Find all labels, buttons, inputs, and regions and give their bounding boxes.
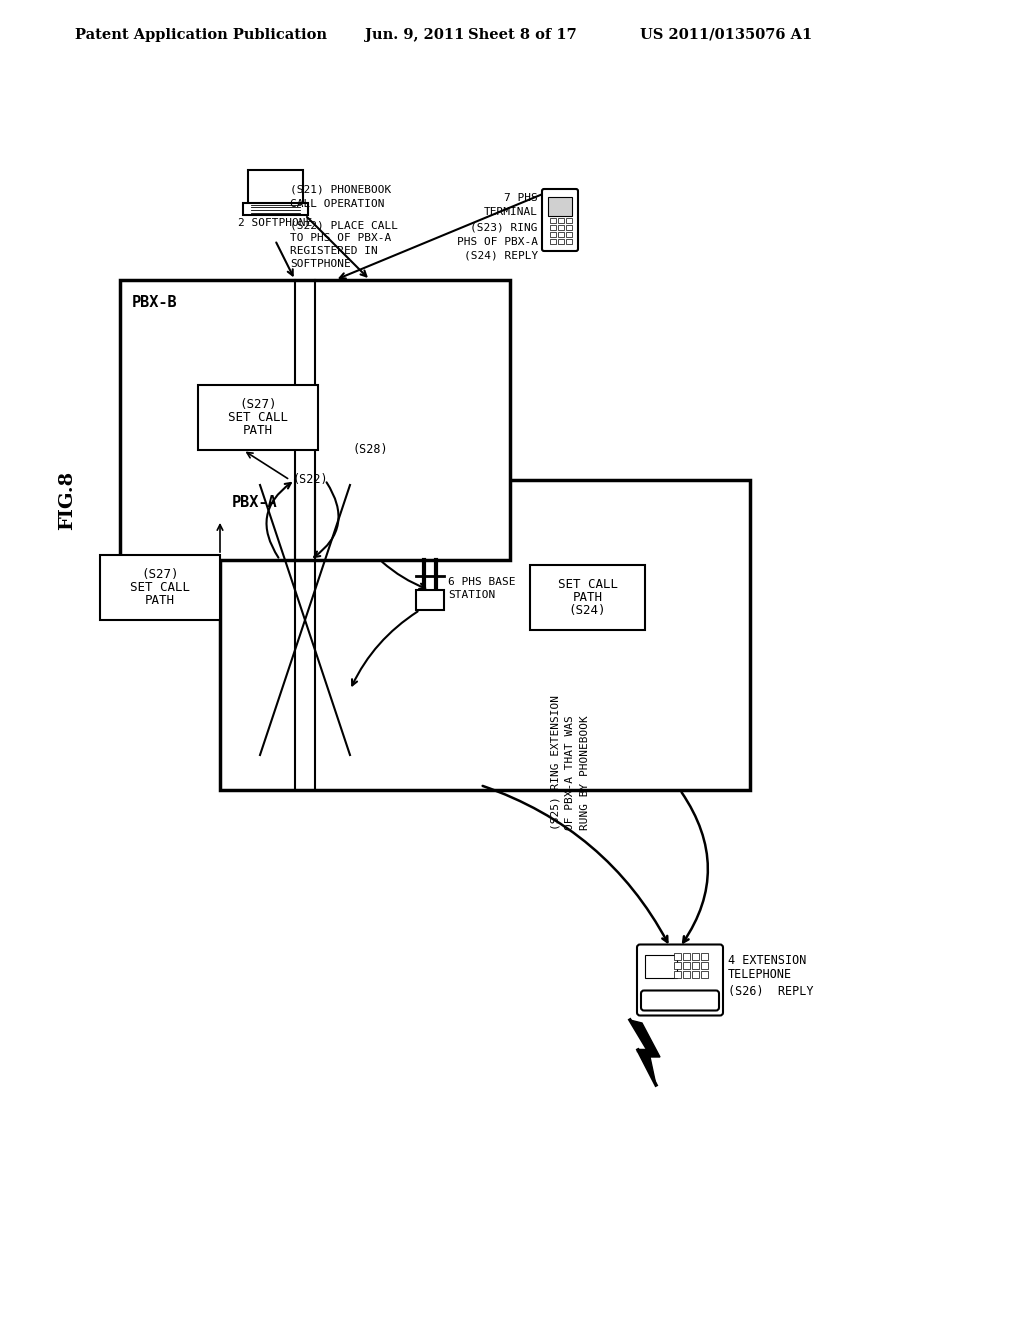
Text: SOFTPHONE: SOFTPHONE — [290, 259, 351, 269]
Text: (S24): (S24) — [568, 603, 606, 616]
Bar — [198, 385, 318, 450]
Text: PBX-A: PBX-A — [232, 495, 278, 510]
Text: PHS OF PBX-A: PHS OF PBX-A — [457, 238, 538, 247]
Text: 2 SOFTPHONE: 2 SOFTPHONE — [238, 218, 312, 228]
Text: PATH: PATH — [572, 591, 602, 605]
Text: REGISTERED IN: REGISTERED IN — [290, 246, 378, 256]
Text: (S24) REPLY: (S24) REPLY — [464, 251, 538, 261]
Bar — [100, 554, 220, 620]
Text: CALL OPERATION: CALL OPERATION — [290, 199, 384, 209]
Bar — [550, 224, 556, 230]
Bar — [558, 224, 564, 230]
Text: RUNG BY PHONEBOOK: RUNG BY PHONEBOOK — [580, 715, 590, 830]
Text: Patent Application Publication: Patent Application Publication — [75, 28, 327, 42]
Bar — [700, 972, 708, 978]
Text: (S22) PLACE CALL: (S22) PLACE CALL — [290, 220, 398, 230]
Text: (S26)  REPLY: (S26) REPLY — [728, 986, 813, 998]
Text: (S27): (S27) — [141, 569, 179, 581]
Bar — [683, 962, 689, 969]
Bar — [558, 239, 564, 244]
Polygon shape — [630, 1020, 660, 1085]
Text: SET CALL: SET CALL — [228, 411, 288, 424]
Text: FIG.8: FIG.8 — [58, 470, 76, 529]
Bar — [700, 1001, 708, 1007]
Text: 7 PHS: 7 PHS — [504, 193, 538, 203]
Bar — [683, 953, 689, 960]
Text: (S25) RING EXTENSION: (S25) RING EXTENSION — [550, 696, 560, 830]
Bar — [683, 1001, 689, 1007]
Bar — [243, 203, 307, 215]
Bar — [550, 218, 556, 223]
Text: SET CALL: SET CALL — [130, 581, 190, 594]
Text: SET CALL: SET CALL — [557, 578, 617, 591]
Text: (S21) PHONEBOOK: (S21) PHONEBOOK — [290, 185, 391, 195]
Text: Sheet 8 of 17: Sheet 8 of 17 — [468, 28, 577, 42]
Bar — [674, 1001, 681, 1007]
Text: (S27): (S27) — [240, 399, 276, 412]
Bar — [120, 280, 510, 560]
Text: PATH: PATH — [243, 424, 273, 437]
Bar — [566, 218, 572, 223]
FancyBboxPatch shape — [542, 189, 578, 251]
Bar — [550, 232, 556, 238]
Bar — [691, 1001, 698, 1007]
Bar — [645, 956, 677, 978]
Text: US 2011/0135076 A1: US 2011/0135076 A1 — [640, 28, 812, 42]
Text: TO PHS OF PBX-A: TO PHS OF PBX-A — [290, 234, 391, 243]
Bar — [691, 972, 698, 978]
Bar — [416, 590, 444, 610]
Bar — [674, 953, 681, 960]
FancyBboxPatch shape — [641, 990, 719, 1011]
Bar — [558, 232, 564, 238]
Text: (S28): (S28) — [352, 444, 388, 457]
Text: PBX-B: PBX-B — [132, 294, 177, 310]
Bar — [566, 224, 572, 230]
Text: TERMINAL: TERMINAL — [484, 207, 538, 216]
Text: STATION: STATION — [449, 590, 496, 601]
Text: OF PBX-A THAT WAS: OF PBX-A THAT WAS — [565, 715, 575, 830]
Bar — [248, 170, 302, 205]
Bar — [220, 480, 750, 789]
Text: 6 PHS BASE: 6 PHS BASE — [449, 577, 515, 587]
Text: Jun. 9, 2011: Jun. 9, 2011 — [365, 28, 464, 42]
Bar — [691, 962, 698, 969]
Bar — [700, 962, 708, 969]
Bar — [530, 565, 645, 630]
Bar — [548, 197, 572, 216]
Bar — [566, 232, 572, 238]
Text: TELEPHONE: TELEPHONE — [728, 968, 793, 981]
Bar — [674, 972, 681, 978]
Text: PATH: PATH — [145, 594, 175, 607]
Bar — [691, 953, 698, 960]
Bar — [683, 972, 689, 978]
Text: (S23) RING: (S23) RING — [470, 223, 538, 234]
Bar — [566, 239, 572, 244]
FancyBboxPatch shape — [637, 945, 723, 1015]
Bar — [558, 218, 564, 223]
Text: 4 EXTENSION: 4 EXTENSION — [728, 953, 806, 966]
Bar — [700, 953, 708, 960]
Text: (S22): (S22) — [292, 474, 328, 487]
Bar — [550, 239, 556, 244]
Bar — [674, 962, 681, 969]
